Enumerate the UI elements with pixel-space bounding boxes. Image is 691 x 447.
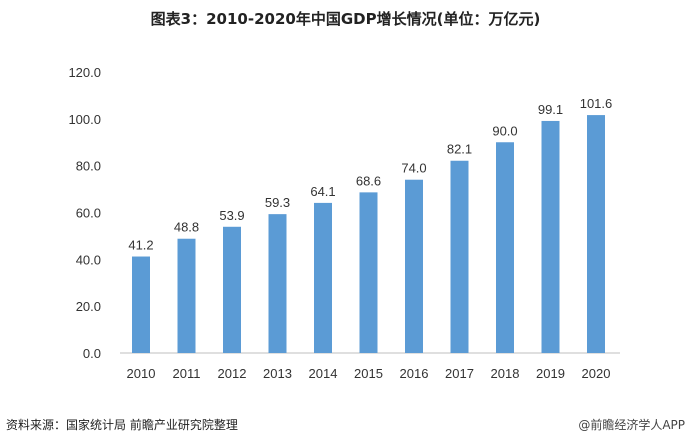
y-tick-label: 20.0 <box>76 299 101 314</box>
x-tick-label: 2020 <box>582 366 611 381</box>
y-tick-label: 0.0 <box>83 346 101 361</box>
data-label: 90.0 <box>492 123 517 138</box>
bar-2014 <box>314 202 332 353</box>
bar-2015 <box>359 192 378 353</box>
y-tick-label: 120.0 <box>68 65 101 80</box>
x-tick-label: 2012 <box>218 366 247 381</box>
source-note: 资料来源：国家统计局 前瞻产业研究院整理 <box>6 418 238 432</box>
data-label: 59.3 <box>265 195 290 210</box>
bar-2019 <box>541 120 560 354</box>
x-tick-label: 2013 <box>263 366 292 381</box>
x-tick-label: 2015 <box>354 366 383 381</box>
y-tick-label: 80.0 <box>76 159 101 174</box>
data-label: 41.2 <box>128 238 153 253</box>
data-label: 74.0 <box>401 161 426 176</box>
x-tick-label: 2010 <box>127 366 156 381</box>
bar-2018 <box>496 142 514 353</box>
x-tick-label: 2017 <box>445 366 474 381</box>
bar-2020 <box>587 115 605 353</box>
y-tick-label: 40.0 <box>76 252 101 267</box>
x-tick-label: 2014 <box>309 366 338 381</box>
x-tick-label: 2016 <box>400 366 429 381</box>
brand-credit: @前瞻经济学人APP <box>578 418 685 432</box>
y-tick-label: 60.0 <box>76 206 101 221</box>
bar-2011 <box>177 238 196 353</box>
bar-2017 <box>450 160 469 353</box>
data-label: 68.6 <box>356 173 381 188</box>
chart-title: 图表3：2010-2020年中国GDP增长情况(单位：万亿元) <box>150 10 541 28</box>
bar-2012 <box>223 226 241 353</box>
x-tick-label: 2019 <box>536 366 565 381</box>
data-label: 82.1 <box>447 142 472 157</box>
bar-2016 <box>405 179 423 353</box>
data-label: 99.1 <box>538 102 563 117</box>
data-label: 64.1 <box>310 184 335 199</box>
bar-2013 <box>268 214 287 353</box>
data-label: 48.8 <box>174 220 199 235</box>
data-label: 53.9 <box>219 208 244 223</box>
y-tick-label: 100.0 <box>68 112 101 127</box>
bar-2010 <box>132 256 150 353</box>
data-label: 101.6 <box>580 96 613 111</box>
x-tick-label: 2018 <box>491 366 520 381</box>
x-tick-label: 2011 <box>173 366 201 381</box>
